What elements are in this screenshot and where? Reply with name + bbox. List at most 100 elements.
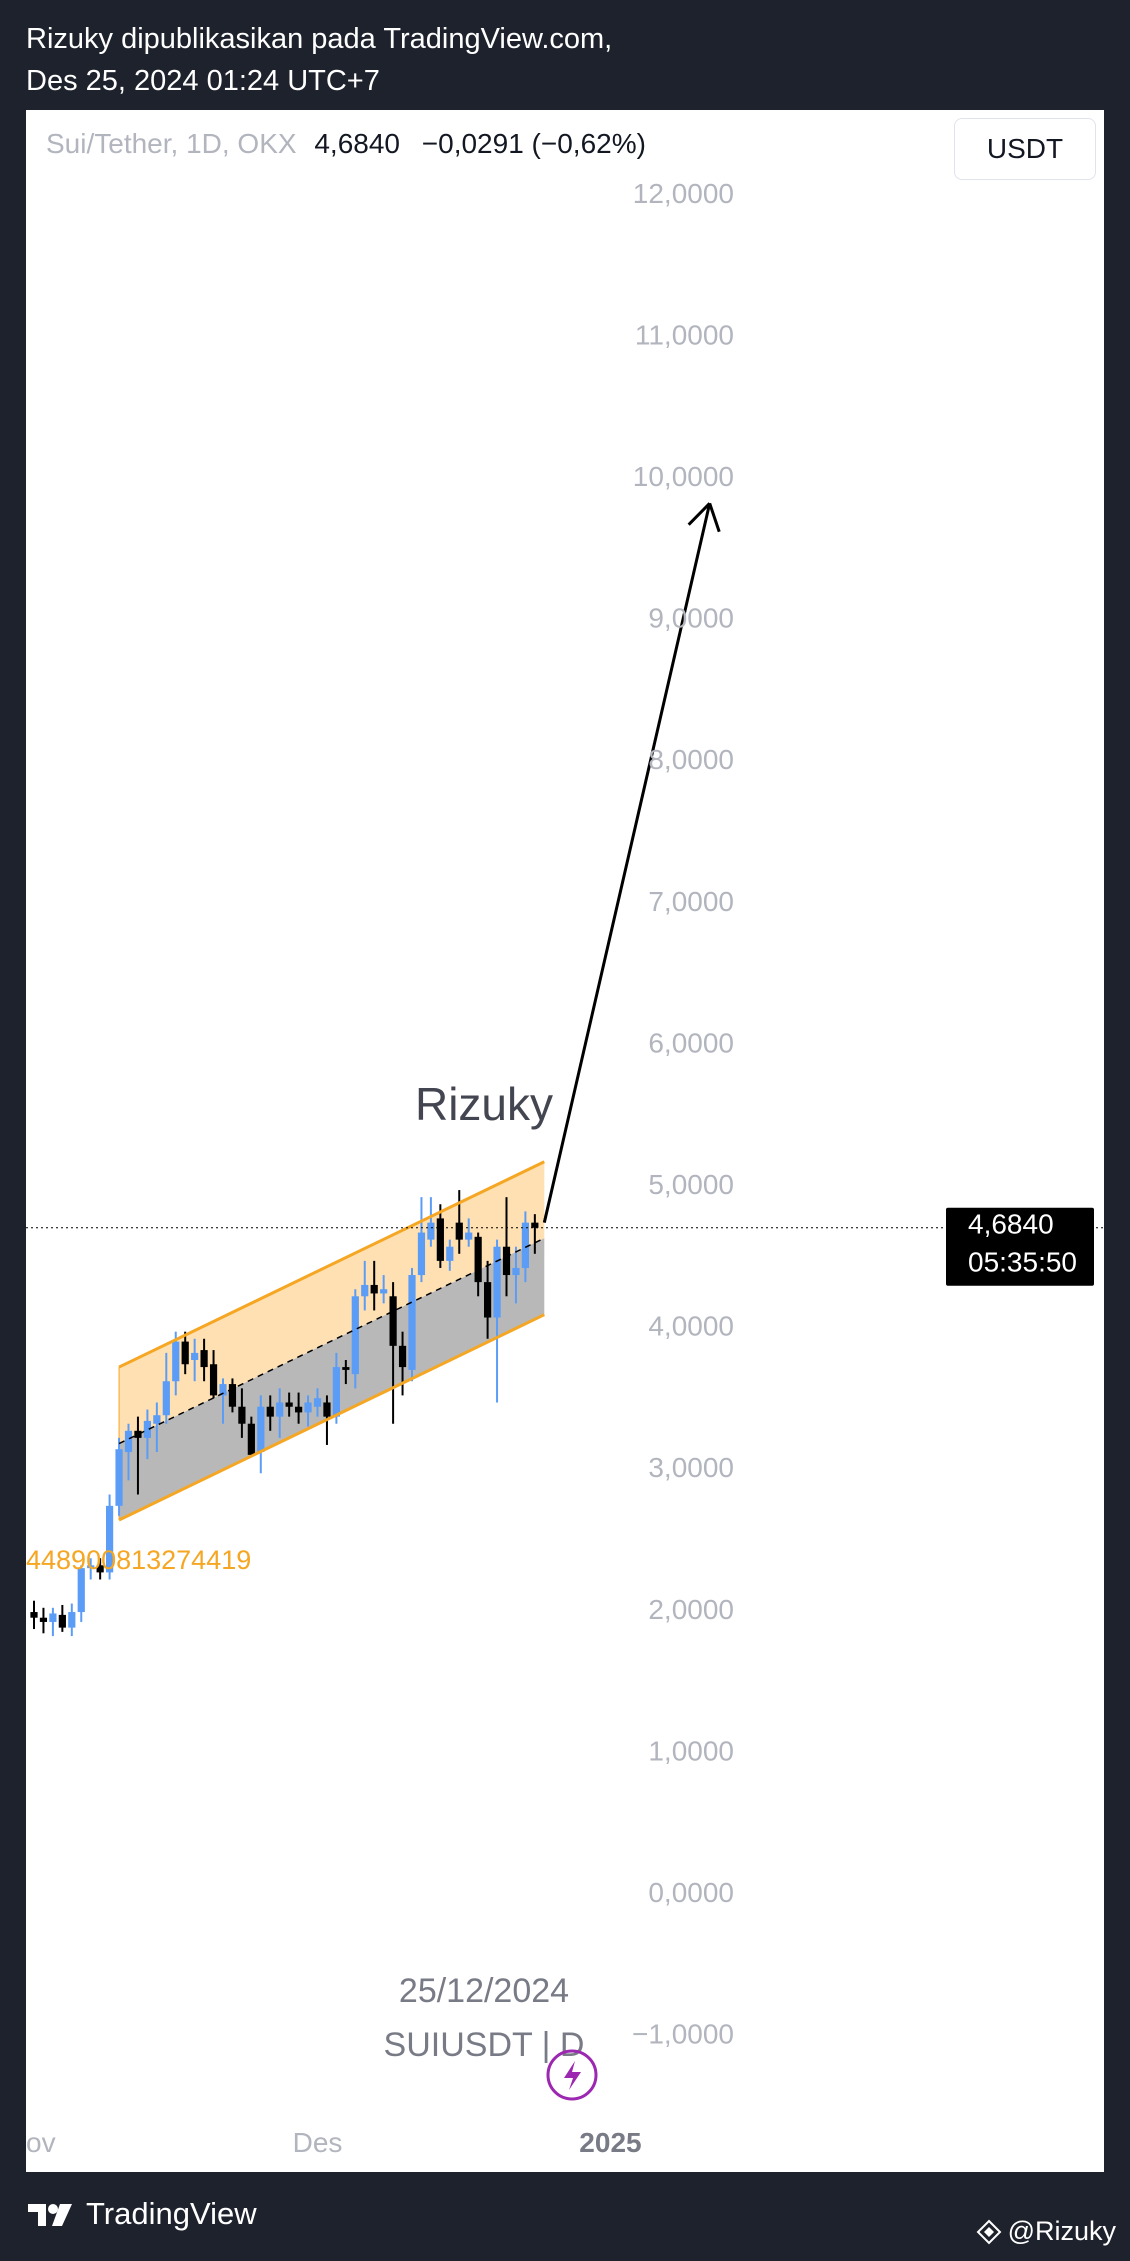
candle-body	[209, 1364, 218, 1396]
candle-body	[295, 1406, 303, 1413]
candle-body	[332, 1367, 340, 1417]
candle-body	[521, 1222, 529, 1268]
candle-body	[153, 1415, 161, 1424]
candle-body	[238, 1406, 246, 1424]
candle-body	[512, 1267, 520, 1276]
candle-body	[30, 1612, 38, 1618]
author-handle: @Rizuky	[1007, 2216, 1116, 2246]
lightning-icon-ring	[546, 2049, 598, 2101]
candle-body	[380, 1289, 388, 1294]
y-axis-tick-label: 5,0000	[648, 1169, 734, 1200]
y-axis-tick-label: 1,0000	[648, 1735, 734, 1766]
candle-body	[106, 1505, 114, 1573]
chart-panel[interactable]: 25/12/2024 SUIUSDT | D Rizuky 4489008132744…	[26, 110, 1104, 2172]
y-axis-tick-label: 7,0000	[648, 886, 734, 917]
diamond-icon	[976, 2219, 1001, 2244]
legend-symbol: Sui/Tether, 1D, OKX	[46, 128, 297, 159]
candle-body	[313, 1398, 322, 1407]
candle-body	[68, 1612, 76, 1628]
footer-bar: TradingView @Rizuky	[0, 2172, 1130, 2261]
candle-body	[398, 1345, 407, 1368]
candle-body	[172, 1341, 180, 1382]
candle-body	[304, 1402, 312, 1413]
candle-body	[181, 1341, 189, 1365]
y-axis-tick-label: 11,0000	[635, 319, 734, 350]
candle-body	[408, 1275, 416, 1370]
candle-body	[228, 1384, 237, 1407]
candle-body	[427, 1222, 435, 1240]
candle-body	[257, 1406, 265, 1453]
caption-line-2: Des 25, 2024 01:24 UTC+7	[26, 65, 380, 97]
candle-body	[276, 1402, 284, 1417]
x-axis-tick-label: Des	[293, 2127, 343, 2158]
candle-body	[87, 1565, 95, 1569]
candle-body	[389, 1296, 397, 1346]
y-axis-tick-label: 12,0000	[633, 178, 734, 209]
tradingview-logo-icon	[28, 2204, 72, 2226]
caption-line-1: Rizuky dipublikasikan pada TradingView.c…	[26, 23, 613, 55]
candle-body	[502, 1246, 511, 1276]
tradingview-brand-text: TradingView	[86, 2196, 257, 2231]
candle-body	[200, 1350, 208, 1368]
candle-body	[247, 1423, 255, 1455]
candle-body	[370, 1284, 378, 1294]
y-axis-tick-label: 0,0000	[648, 1877, 734, 1908]
candle-body	[162, 1381, 170, 1416]
y-axis-tick-label: 6,0000	[648, 1027, 734, 1058]
candle-body	[351, 1296, 359, 1375]
tradingview-logo[interactable]: TradingView	[26, 2196, 257, 2232]
candle-body	[342, 1367, 350, 1370]
legend-change: −0,0291 (−0,62%)	[421, 128, 646, 159]
channel-lower-line	[118, 1313, 545, 1522]
y-axis-tick-label: 2,0000	[648, 1594, 734, 1625]
candle-body	[285, 1402, 293, 1407]
candle-body	[266, 1406, 274, 1417]
candle-body	[58, 1614, 66, 1628]
channel-mid-line	[118, 1237, 545, 1445]
forecast-arrow-line	[542, 502, 712, 1223]
y-axis-tick-label: −1,0000	[632, 2019, 734, 2050]
candle-body	[465, 1232, 473, 1240]
annotation-price-label: 448900813274419	[26, 1545, 251, 1575]
candle-body	[493, 1246, 501, 1318]
candle-body	[77, 1568, 85, 1613]
candle-body	[191, 1352, 199, 1360]
candle-body	[361, 1284, 369, 1297]
candle-body	[446, 1246, 454, 1261]
candle-body	[134, 1430, 142, 1438]
channel-upper-line	[118, 1160, 545, 1369]
last-price-badge	[946, 1207, 1094, 1286]
candle-body	[49, 1613, 57, 1622]
candle-body	[323, 1402, 331, 1417]
candle-body	[531, 1222, 539, 1228]
author-tag[interactable]: @Rizuky	[976, 2216, 1116, 2247]
candle-body	[115, 1449, 123, 1506]
x-axis-tick-label: 2025	[579, 2127, 641, 2158]
symbol-legend: Sui/Tether, 1D, OKX 4,6840 −0,0291 (−0,6…	[46, 128, 646, 160]
candle-body	[39, 1617, 48, 1622]
lightning-icon	[564, 2061, 581, 2090]
y-axis-tick-label: 9,0000	[648, 603, 734, 634]
candle-body	[219, 1384, 227, 1396]
currency-unit-button[interactable]: USDT	[954, 118, 1096, 180]
forecast-arrow-head-right	[687, 502, 711, 526]
candle-body	[96, 1565, 104, 1573]
watermark-date: 25/12/2024	[399, 1972, 569, 2010]
y-axis-tick-label: 10,0000	[633, 461, 734, 492]
candle-body	[484, 1282, 492, 1318]
watermark-symbol: SUIUSDT | D	[384, 2026, 585, 2064]
candle-body	[436, 1218, 444, 1261]
annotation-author-label: Rizuky	[415, 1078, 553, 1130]
candle-body	[474, 1236, 482, 1283]
x-axis-tick-label: ov	[26, 2127, 56, 2158]
y-axis-tick-label: 4,0000	[648, 1311, 734, 1342]
legend-price: 4,6840	[314, 128, 400, 159]
publish-caption: Rizuky dipublikasikan pada TradingView.c…	[26, 18, 612, 102]
candle-body	[417, 1232, 426, 1276]
forecast-arrow-head-left	[708, 502, 721, 533]
last-price-value: 4,6840	[968, 1209, 1054, 1240]
candle-body	[143, 1420, 151, 1438]
price-chart[interactable]: 25/12/2024 SUIUSDT | D Rizuky 4489008132744…	[26, 110, 1104, 2172]
y-axis-tick-label: 3,0000	[648, 1452, 734, 1483]
y-axis-tick-label: 8,0000	[648, 744, 734, 775]
